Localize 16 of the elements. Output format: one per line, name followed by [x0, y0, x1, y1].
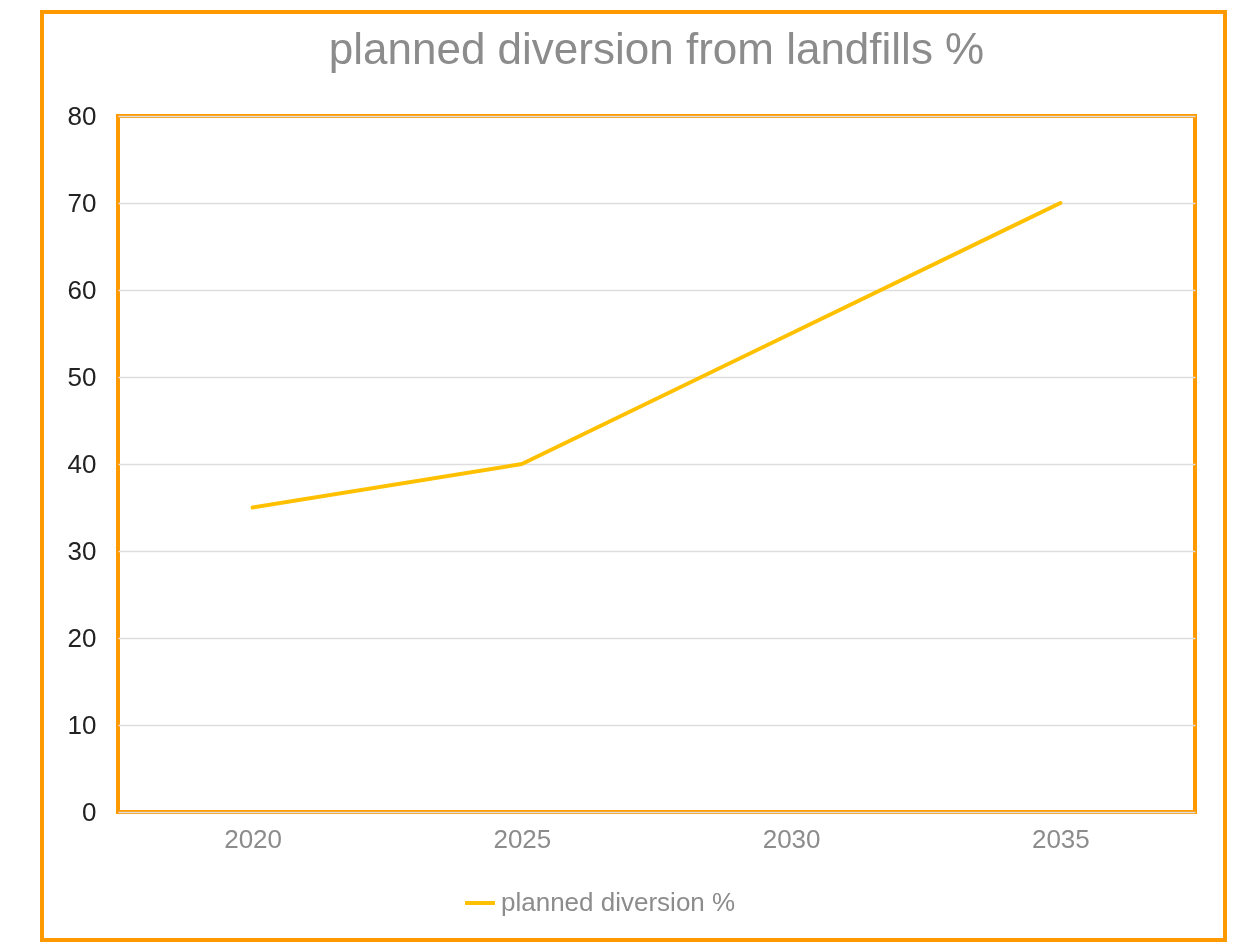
y-tick-label: 80 — [67, 100, 97, 131]
x-tick-label: 2035 — [1031, 823, 1090, 854]
x-tick-label: 2020 — [224, 823, 283, 854]
y-tick-label: 10 — [67, 709, 97, 740]
chart-title: planned diversion from landfills % — [328, 24, 985, 73]
y-tick-label: 60 — [67, 274, 97, 305]
legend-label: planned diversion % — [501, 887, 736, 917]
y-tick-label: 70 — [67, 187, 97, 218]
y-tick-label: 40 — [67, 448, 97, 479]
y-tick-label: 0 — [82, 796, 97, 827]
y-tick-label: 20 — [67, 622, 97, 653]
line-series — [250, 201, 1063, 510]
x-tick-label: 2025 — [493, 823, 552, 854]
x-tick-label: 2030 — [762, 823, 821, 854]
y-tick-label: 50 — [67, 361, 97, 392]
y-tick-label: 30 — [67, 535, 97, 566]
